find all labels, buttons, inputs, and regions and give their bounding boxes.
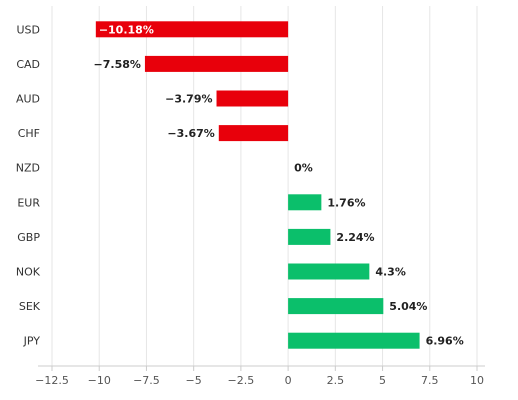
category-label-jpy: JPY [23,335,41,348]
x-tick-label-4: −2.5 [228,374,255,387]
bar-eur [288,194,322,211]
x-tick-label-6: 2.5 [327,374,345,387]
x-axis: −12.5 −10 −7.5 −5 −2.5 0 2.5 5 7.5 10 [35,365,485,387]
value-label-cad: −7.58% [94,58,141,71]
x-tick-label-5: 0 [285,374,292,387]
category-label-eur: EUR [17,196,40,209]
bar-cad [144,55,289,72]
x-tick-label-7: 5 [379,374,386,387]
bar-aud [216,90,289,107]
bars [95,21,420,349]
bar-nok [288,263,370,280]
value-label-nzd: 0% [294,162,313,175]
x-tick-label-8: 7.5 [421,374,439,387]
value-label-eur: 1.76% [327,196,365,209]
category-label-cad: CAD [16,58,40,71]
value-labels: −10.18% −7.58% −3.79% −3.67% 0% 1.76% 2.24% 4.3… [94,23,464,347]
value-label-chf: −3.67% [167,127,214,140]
value-label-gbp: 2.24% [336,231,374,244]
bar-jpy [288,332,420,349]
bar-gbp [288,228,331,245]
x-tick-label-3: −5 [186,374,202,387]
value-label-nok: 4.3% [375,266,406,279]
value-label-aud: −3.79% [165,93,212,106]
category-label-aud: AUD [16,93,40,106]
bar-chf [218,125,289,142]
category-labels: USD CAD AUD CHF NZD EUR GBP NOK SEK JPY [16,23,41,347]
category-label-nzd: NZD [16,162,40,175]
x-tick-label-9: 10 [470,374,484,387]
value-label-usd: −10.18% [99,23,154,36]
x-tick-label-2: −7.5 [133,374,160,387]
category-label-gbp: GBP [17,231,40,244]
x-tick-label-1: −10 [88,374,111,387]
category-label-sek: SEK [19,300,41,313]
x-tick-label-0: −12.5 [35,374,69,387]
bar-sek [288,298,384,315]
category-label-chf: CHF [18,127,40,140]
category-label-usd: USD [16,23,40,36]
value-label-jpy: 6.96% [426,335,464,348]
bar-usd [95,21,289,38]
category-label-nok: NOK [16,266,41,279]
value-label-sek: 5.04% [389,300,427,313]
